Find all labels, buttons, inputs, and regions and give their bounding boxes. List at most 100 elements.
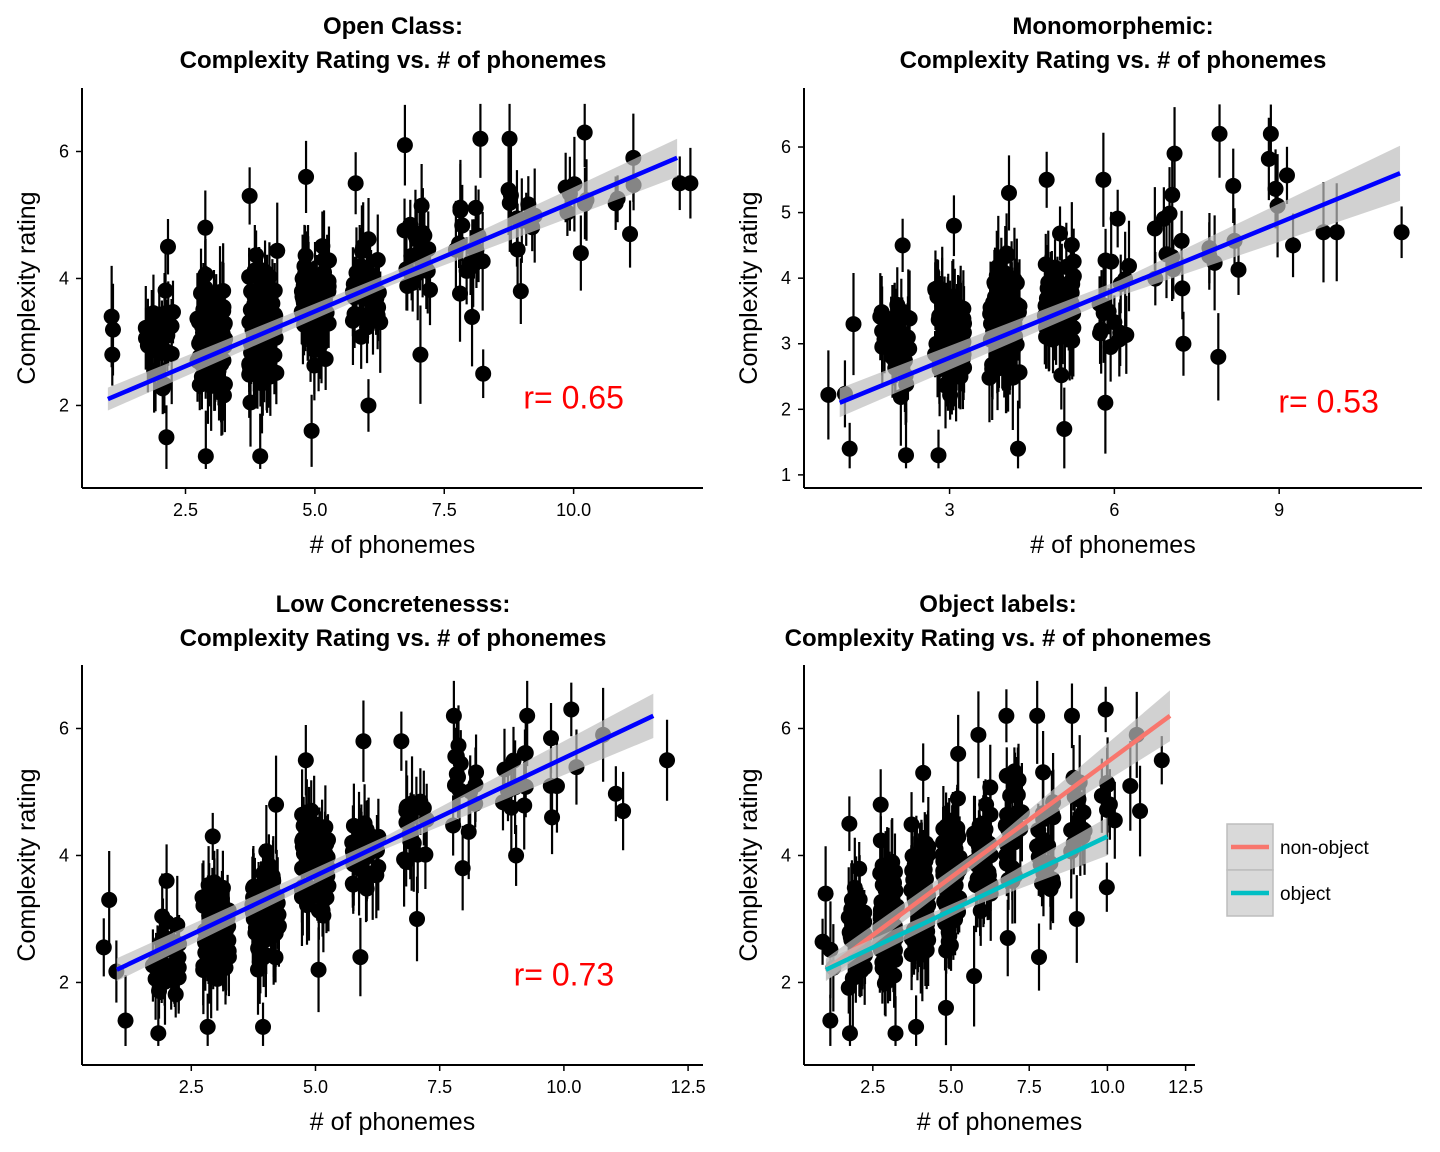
data-point [1393,224,1410,241]
y-tick-label: 4 [59,268,69,288]
data-point [1166,145,1183,162]
data-point [998,707,1015,724]
data-point [874,338,891,355]
data-point [1038,171,1055,188]
data-point [266,282,283,299]
data-point [1000,184,1017,201]
data-point [1315,224,1332,241]
data-point [241,268,258,285]
data-point [944,834,961,851]
data-point [841,440,858,457]
data-point [1175,335,1192,352]
data-point [841,1025,858,1042]
data-point [265,924,282,941]
x-tick-label: 2.5 [179,1077,204,1097]
data-point [1211,125,1228,142]
data-point [1260,150,1277,167]
data-point [472,130,489,147]
data-point [888,328,905,345]
y-tick-label: 2 [59,395,69,415]
x-tick-label: 12.5 [671,1077,706,1097]
x-tick-label: 12.5 [1168,1077,1203,1097]
data-point [269,242,286,259]
y-tick-label: 4 [781,268,791,288]
data-point [1097,252,1114,269]
y-tick-label: 6 [59,141,69,161]
data-point [217,943,234,960]
data-point [301,810,318,827]
data-point [872,796,889,813]
panels: Open Class: Complexity Rating vs. # of ph… [13,13,1422,1136]
data-point [359,825,376,842]
data-point [267,949,284,966]
data-point [195,897,212,914]
data-point [452,285,469,302]
data-point [353,243,370,260]
data-point [822,1012,839,1029]
y-tick-label: 6 [59,718,69,738]
data-point [408,231,425,248]
data-point [215,282,232,299]
data-point [421,281,438,298]
x-tick-label: 9 [1274,500,1284,520]
data-point [1122,777,1139,794]
data-point [1267,180,1284,197]
fit-line [838,171,1401,405]
data-point [248,247,265,264]
data-point [1225,177,1242,194]
data-point [398,853,415,870]
data-point [1000,363,1017,380]
data-point [195,316,212,333]
data-point [261,268,278,285]
data-points [814,680,1170,1046]
panel-title-line1: Open Class: [323,13,463,40]
data-point [622,226,639,243]
data-point [846,879,863,896]
data-point [474,253,491,270]
data-point [200,876,217,893]
data-point [143,325,160,342]
x-axis-label: # of phonemes [310,1108,475,1136]
data-point [454,217,471,234]
data-point [199,1018,216,1035]
data-point [452,199,469,216]
data-point [1174,280,1191,297]
y-tick-label: 5 [781,203,791,223]
data-point [296,275,313,292]
data-point [1106,812,1123,829]
data-point [1031,949,1048,966]
correlation-annotation: r= 0.65 [523,380,624,416]
data-point [516,797,533,814]
data-point [344,875,361,892]
data-point [1262,125,1279,142]
data-point [576,124,593,141]
data-point [820,386,837,403]
panel-3: Low Concretenesss: Complexity Rating vs. … [13,591,706,1136]
data-point [360,231,377,248]
data-point [543,730,560,747]
data-point [310,961,327,978]
data-point [159,327,176,344]
x-tick-label: 2.5 [860,1077,885,1097]
panel-title-line1: Low Concretenesss: [276,591,511,618]
panel-title-line2: Complexity Rating vs. # of phonemes [180,47,607,74]
data-point [241,355,258,372]
data-point [103,308,120,325]
panel-title-line2: Complexity Rating vs. # of phonemes [180,625,607,652]
data-point [845,316,862,333]
data-point [369,252,386,269]
data-point [298,260,315,277]
data-point [170,959,187,976]
x-tick-label: 7.5 [432,500,457,520]
y-tick-label: 2 [59,972,69,992]
data-point [1112,324,1129,341]
y-tick-label: 1 [781,465,791,485]
data-point [915,764,932,781]
data-point [950,745,967,762]
data-point [303,422,320,439]
data-point [937,999,954,1016]
y-tick-label: 2 [781,399,791,419]
data-point [943,313,960,330]
data-point [1109,210,1126,227]
y-tick-label: 3 [781,334,791,354]
